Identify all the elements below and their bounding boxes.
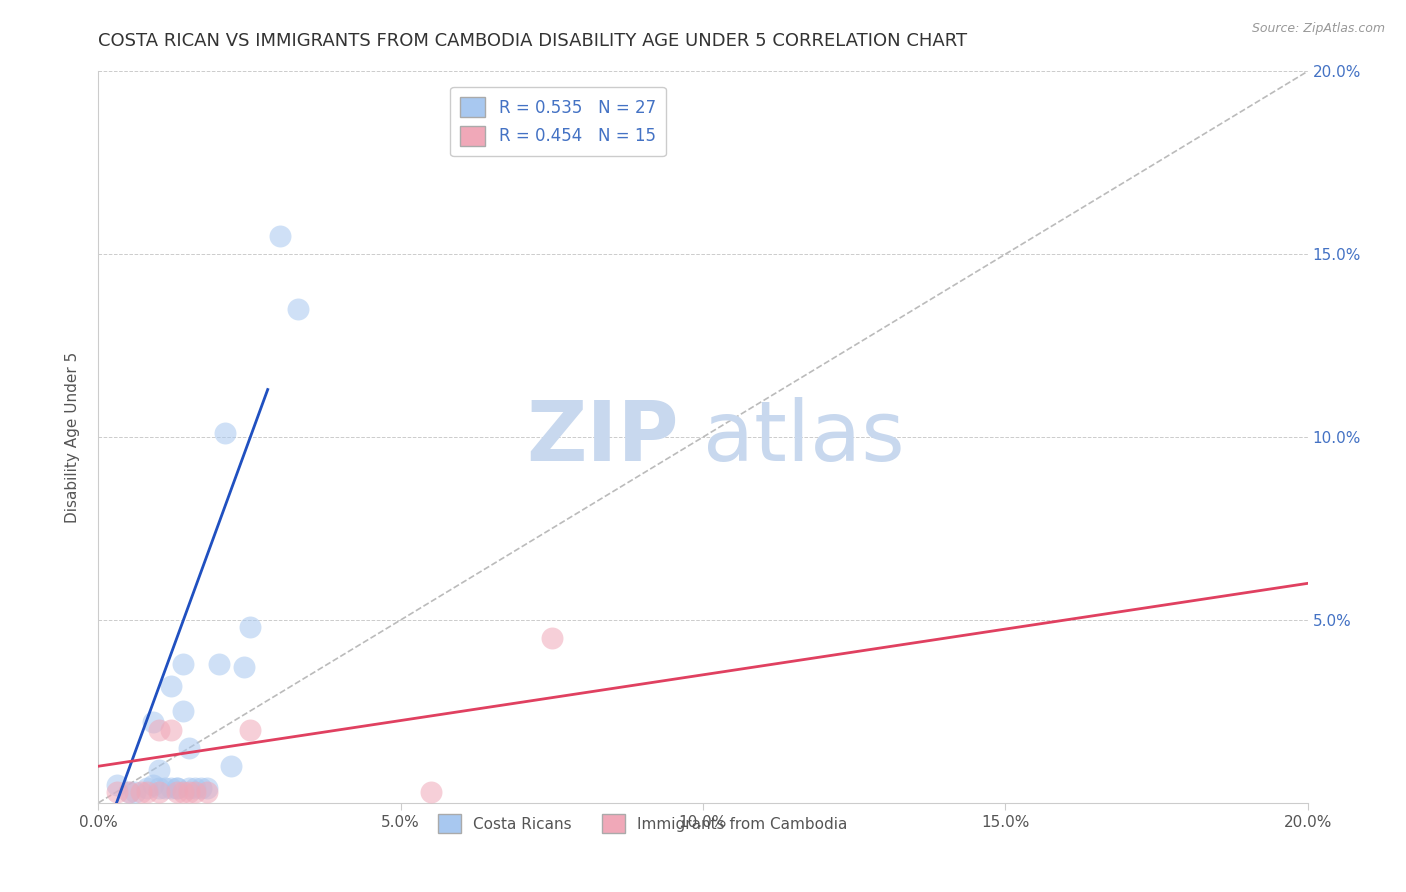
Point — [148, 763, 170, 777]
Point — [129, 785, 152, 799]
Text: atlas: atlas — [703, 397, 904, 477]
Point — [172, 705, 194, 719]
Point — [148, 781, 170, 796]
Point — [179, 781, 201, 796]
Point — [179, 785, 201, 799]
Text: COSTA RICAN VS IMMIGRANTS FROM CAMBODIA DISABILITY AGE UNDER 5 CORRELATION CHART: COSTA RICAN VS IMMIGRANTS FROM CAMBODIA … — [98, 32, 967, 50]
Point — [118, 785, 141, 799]
Y-axis label: Disability Age Under 5: Disability Age Under 5 — [65, 351, 80, 523]
Point — [195, 781, 218, 796]
Point — [420, 785, 443, 799]
Point — [124, 785, 146, 799]
Point — [148, 723, 170, 737]
Point — [184, 781, 207, 796]
Point — [105, 785, 128, 799]
Point — [135, 785, 157, 799]
Point — [269, 229, 291, 244]
Point — [208, 657, 231, 671]
Point — [105, 778, 128, 792]
Point — [160, 723, 183, 737]
Point — [172, 657, 194, 671]
Point — [135, 781, 157, 796]
Point — [232, 660, 254, 674]
Point — [172, 785, 194, 799]
Point — [195, 785, 218, 799]
Point — [287, 301, 309, 317]
Point — [166, 781, 188, 796]
Point — [190, 781, 212, 796]
Point — [160, 781, 183, 796]
Point — [221, 759, 243, 773]
Point — [148, 785, 170, 799]
Point — [239, 620, 262, 634]
Point — [184, 785, 207, 799]
Text: ZIP: ZIP — [526, 397, 679, 477]
Point — [142, 715, 165, 730]
Text: Source: ZipAtlas.com: Source: ZipAtlas.com — [1251, 22, 1385, 36]
Point — [166, 781, 188, 796]
Point — [160, 679, 183, 693]
Point — [239, 723, 262, 737]
Point — [166, 785, 188, 799]
Legend: Costa Ricans, Immigrants from Cambodia: Costa Ricans, Immigrants from Cambodia — [432, 808, 853, 839]
Point — [118, 785, 141, 799]
Point — [153, 781, 176, 796]
Point — [214, 426, 236, 441]
Point — [179, 740, 201, 755]
Point — [540, 632, 562, 646]
Point — [142, 778, 165, 792]
